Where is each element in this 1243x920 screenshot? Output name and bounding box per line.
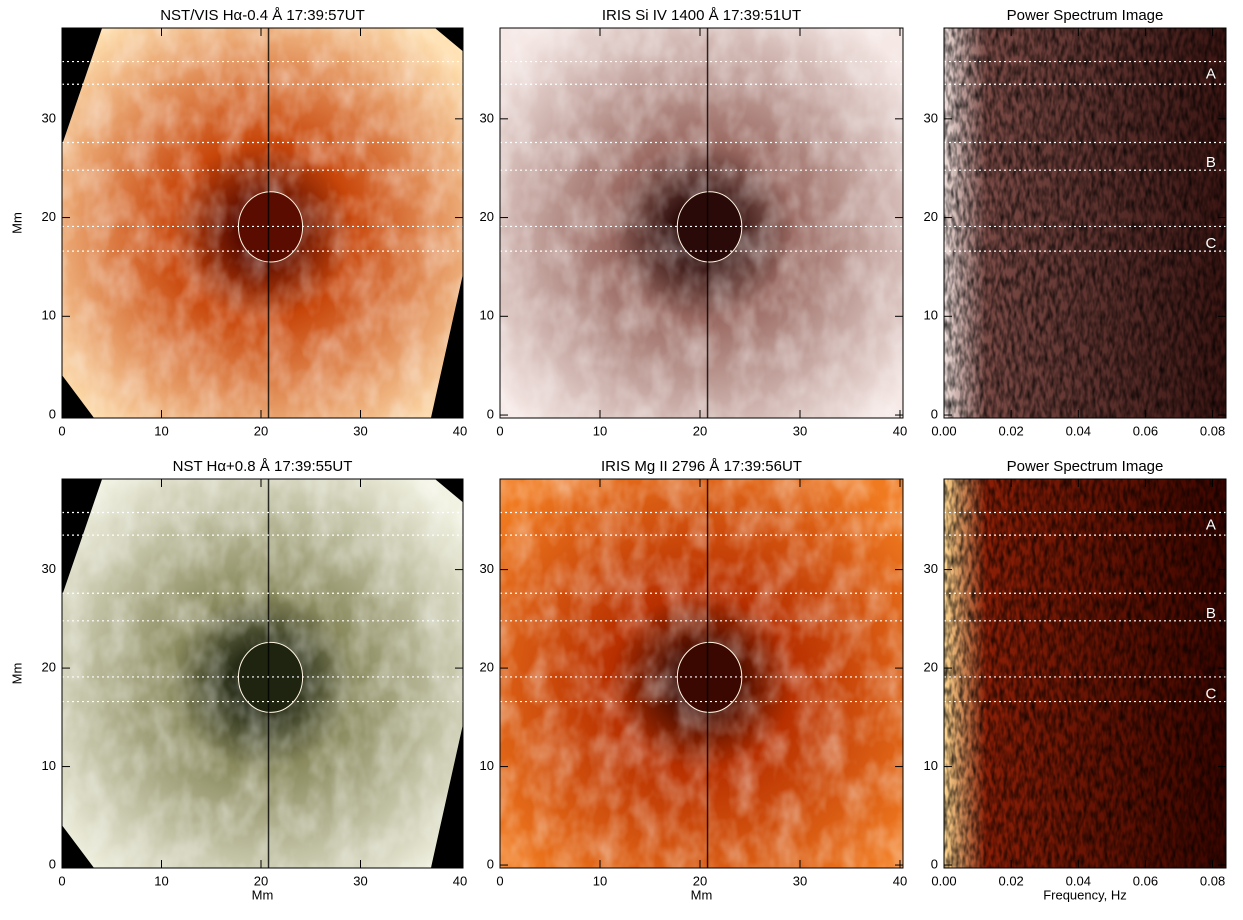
annotation: A [1206,65,1216,82]
y-tick-label: 10 [42,758,56,773]
x-tick-label: 30 [353,423,367,438]
panel-title: Power Spectrum Image [1007,458,1164,475]
y-tick-label: 0 [49,856,56,871]
y-tick-label: 0 [487,406,494,421]
x-tick-label: 0.08 [1200,873,1225,888]
x-tick-label: 0.04 [1066,423,1091,438]
y-tick-label: 0 [931,856,938,871]
panel-title: IRIS Si IV 1400 Å 17:39:51UT [602,7,801,24]
x-tick-label: 30 [793,423,807,438]
y-tick-label: 0 [931,406,938,421]
x-tick-label: 0 [496,873,503,888]
x-axis-label: Mm [252,887,274,902]
x-tick-label: 0 [496,423,503,438]
y-tick-label: 20 [42,209,56,224]
x-tick-label: 0.00 [931,873,956,888]
y-tick-label: 0 [49,406,56,421]
axes-frame [499,27,904,419]
x-tick-label: 40 [453,423,467,438]
x-tick-label: 10 [154,873,168,888]
y-tick-label: 30 [42,561,56,576]
image [944,479,1226,868]
x-tick-label: 20 [254,423,268,438]
x-tick-label: 10 [154,423,168,438]
axes-frame [943,27,1227,419]
y-tick-label: 10 [924,758,938,773]
y-tick-label: 10 [480,308,494,323]
x-axis-label: Frequency, Hz [1043,887,1127,902]
y-tick-label: 30 [924,561,938,576]
x-tick-label: 10 [593,423,607,438]
y-axis-label: Mm [9,212,24,234]
annotation: B [1206,154,1216,171]
y-tick-label: 30 [480,561,494,576]
axes-frame [943,478,1227,869]
x-tick-label: 0.08 [1200,423,1225,438]
y-tick-label: 20 [924,209,938,224]
image [62,479,463,868]
x-tick-label: 20 [693,873,707,888]
x-tick-label: 0.06 [1133,423,1158,438]
y-tick-label: 20 [924,660,938,675]
image [500,479,903,868]
image-texture [944,28,1226,418]
axes-frame [61,478,464,869]
x-tick-label: 0.02 [998,423,1023,438]
image [62,28,463,418]
y-tick-label: 20 [42,660,56,675]
x-tick-label: 30 [793,873,807,888]
panel-title: NST Hα+0.8 Å 17:39:55UT [173,458,353,475]
annotation: A [1206,516,1216,533]
x-tick-label: 0.06 [1133,873,1158,888]
y-tick-label: 20 [480,660,494,675]
x-tick-label: 10 [593,873,607,888]
x-tick-label: 0.02 [998,873,1023,888]
y-tick-label: 30 [42,110,56,125]
x-axis-label: Mm [691,887,713,902]
panel-title: IRIS Mg II 2796 Å 17:39:56UT [601,458,802,475]
x-tick-label: 0 [58,423,65,438]
annotation: C [1205,235,1216,252]
x-tick-label: 40 [893,423,907,438]
y-tick-label: 10 [924,308,938,323]
x-tick-label: 0.04 [1066,873,1091,888]
x-tick-label: 0.00 [931,423,956,438]
y-tick-label: 20 [480,209,494,224]
panel-title: NST/VIS Hα-0.4 Å 17:39:57UT [160,7,365,24]
annotation: C [1205,686,1216,703]
axes-frame [61,27,464,419]
panel-title: Power Spectrum Image [1007,7,1164,24]
x-tick-label: 20 [693,423,707,438]
annotation: B [1206,605,1216,622]
y-tick-label: 30 [924,110,938,125]
y-axis-label: Mm [9,663,24,685]
x-tick-label: 0 [58,873,65,888]
y-tick-label: 10 [42,308,56,323]
image [944,28,1226,418]
y-tick-label: 10 [480,758,494,773]
x-tick-label: 40 [893,873,907,888]
image-texture [944,479,1226,868]
y-tick-label: 0 [487,856,494,871]
x-tick-label: 20 [254,873,268,888]
x-tick-label: 40 [453,873,467,888]
image [500,28,903,418]
axes-frame [499,478,904,869]
x-tick-label: 30 [353,873,367,888]
y-tick-label: 30 [480,110,494,125]
